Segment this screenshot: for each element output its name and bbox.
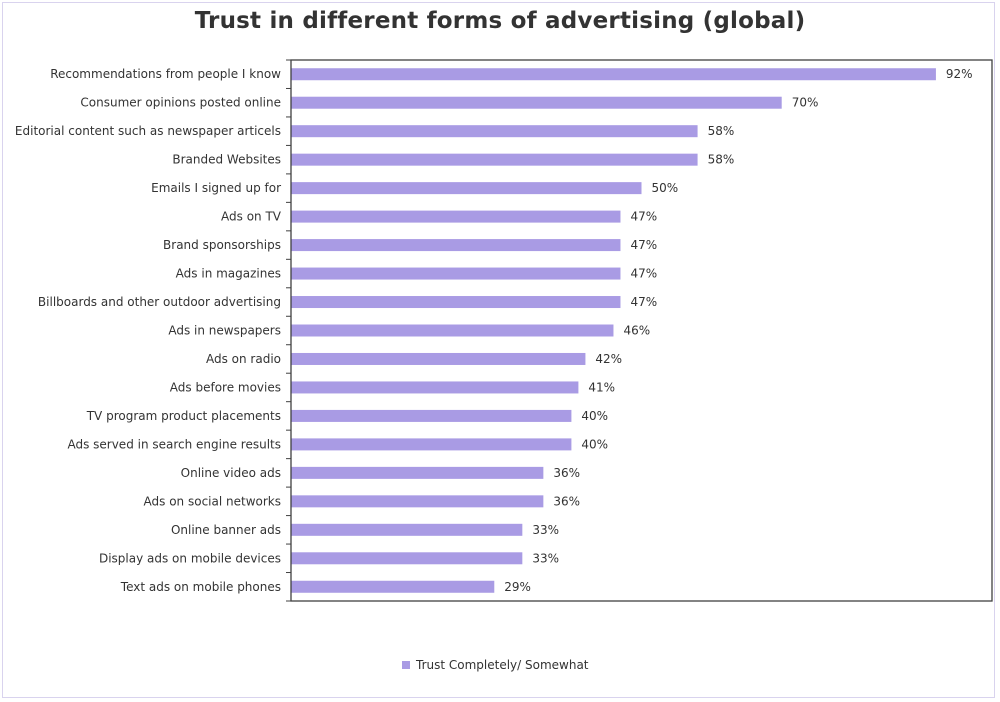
bar bbox=[291, 296, 621, 309]
bar bbox=[291, 153, 698, 166]
bar bbox=[291, 68, 936, 81]
category-label: Ads in newspapers bbox=[168, 324, 281, 338]
data-label: 33% bbox=[532, 551, 559, 565]
axes-group bbox=[286, 59, 993, 602]
data-label: 36% bbox=[553, 466, 580, 480]
data-label: 36% bbox=[553, 494, 580, 508]
bar bbox=[291, 239, 621, 252]
bar bbox=[291, 267, 621, 280]
category-label: Ads in magazines bbox=[176, 267, 281, 281]
data-label: 47% bbox=[630, 267, 657, 281]
bars-group: Recommendations from people I know 92% Con… bbox=[15, 67, 973, 594]
bar bbox=[291, 466, 544, 479]
data-label: 40% bbox=[581, 437, 608, 451]
bar bbox=[291, 409, 572, 422]
category-label: Ads on radio bbox=[206, 352, 281, 366]
category-label: Online video ads bbox=[181, 466, 281, 480]
chart-legend: Trust Completely/ Somewhat bbox=[402, 658, 589, 672]
data-label: 41% bbox=[588, 380, 615, 394]
category-label: Text ads on mobile phones bbox=[120, 580, 281, 594]
chart-title: Trust in different forms of advertising … bbox=[194, 8, 806, 34]
category-label: Ads served in search engine results bbox=[67, 437, 281, 451]
category-label: Editorial content such as newspaper arti… bbox=[15, 124, 281, 138]
bar bbox=[291, 182, 642, 195]
data-label: 58% bbox=[708, 153, 735, 167]
data-label: 33% bbox=[532, 523, 559, 537]
category-label: Ads on social networks bbox=[144, 494, 281, 508]
bar bbox=[291, 96, 782, 109]
bar bbox=[291, 438, 572, 451]
bar bbox=[291, 210, 621, 223]
bar bbox=[291, 381, 579, 394]
data-label: 70% bbox=[792, 96, 819, 110]
legend-label: Trust Completely/ Somewhat bbox=[416, 658, 589, 672]
category-label: Branded Websites bbox=[172, 153, 281, 167]
category-label: TV program product placements bbox=[86, 409, 281, 423]
data-label: 58% bbox=[708, 124, 735, 138]
bar bbox=[291, 495, 544, 508]
data-label: 47% bbox=[630, 210, 657, 224]
category-label: Billboards and other outdoor advertising bbox=[38, 295, 281, 309]
data-label: 50% bbox=[652, 181, 679, 195]
data-label: 47% bbox=[630, 295, 657, 309]
category-label: Emails I signed up for bbox=[151, 181, 281, 195]
bar bbox=[291, 552, 523, 565]
category-label: Brand sponsorships bbox=[163, 238, 281, 252]
data-label: 42% bbox=[595, 352, 622, 366]
bar bbox=[291, 125, 698, 138]
category-label: Online banner ads bbox=[171, 523, 281, 537]
data-label: 92% bbox=[946, 67, 973, 81]
category-label: Ads on TV bbox=[221, 210, 282, 224]
data-label: 29% bbox=[504, 580, 531, 594]
plot-area-border bbox=[290, 59, 993, 602]
data-label: 46% bbox=[623, 324, 650, 338]
category-label: Recommendations from people I know bbox=[50, 67, 281, 81]
data-label: 47% bbox=[630, 238, 657, 252]
bar bbox=[291, 523, 523, 536]
bar bbox=[291, 352, 586, 365]
category-label: Display ads on mobile devices bbox=[99, 551, 281, 565]
bar bbox=[291, 580, 495, 593]
data-label: 40% bbox=[581, 409, 608, 423]
bar bbox=[291, 324, 614, 337]
category-label: Ads before movies bbox=[170, 380, 281, 394]
category-label: Consumer opinions posted online bbox=[80, 96, 281, 110]
legend-swatch bbox=[402, 661, 410, 669]
